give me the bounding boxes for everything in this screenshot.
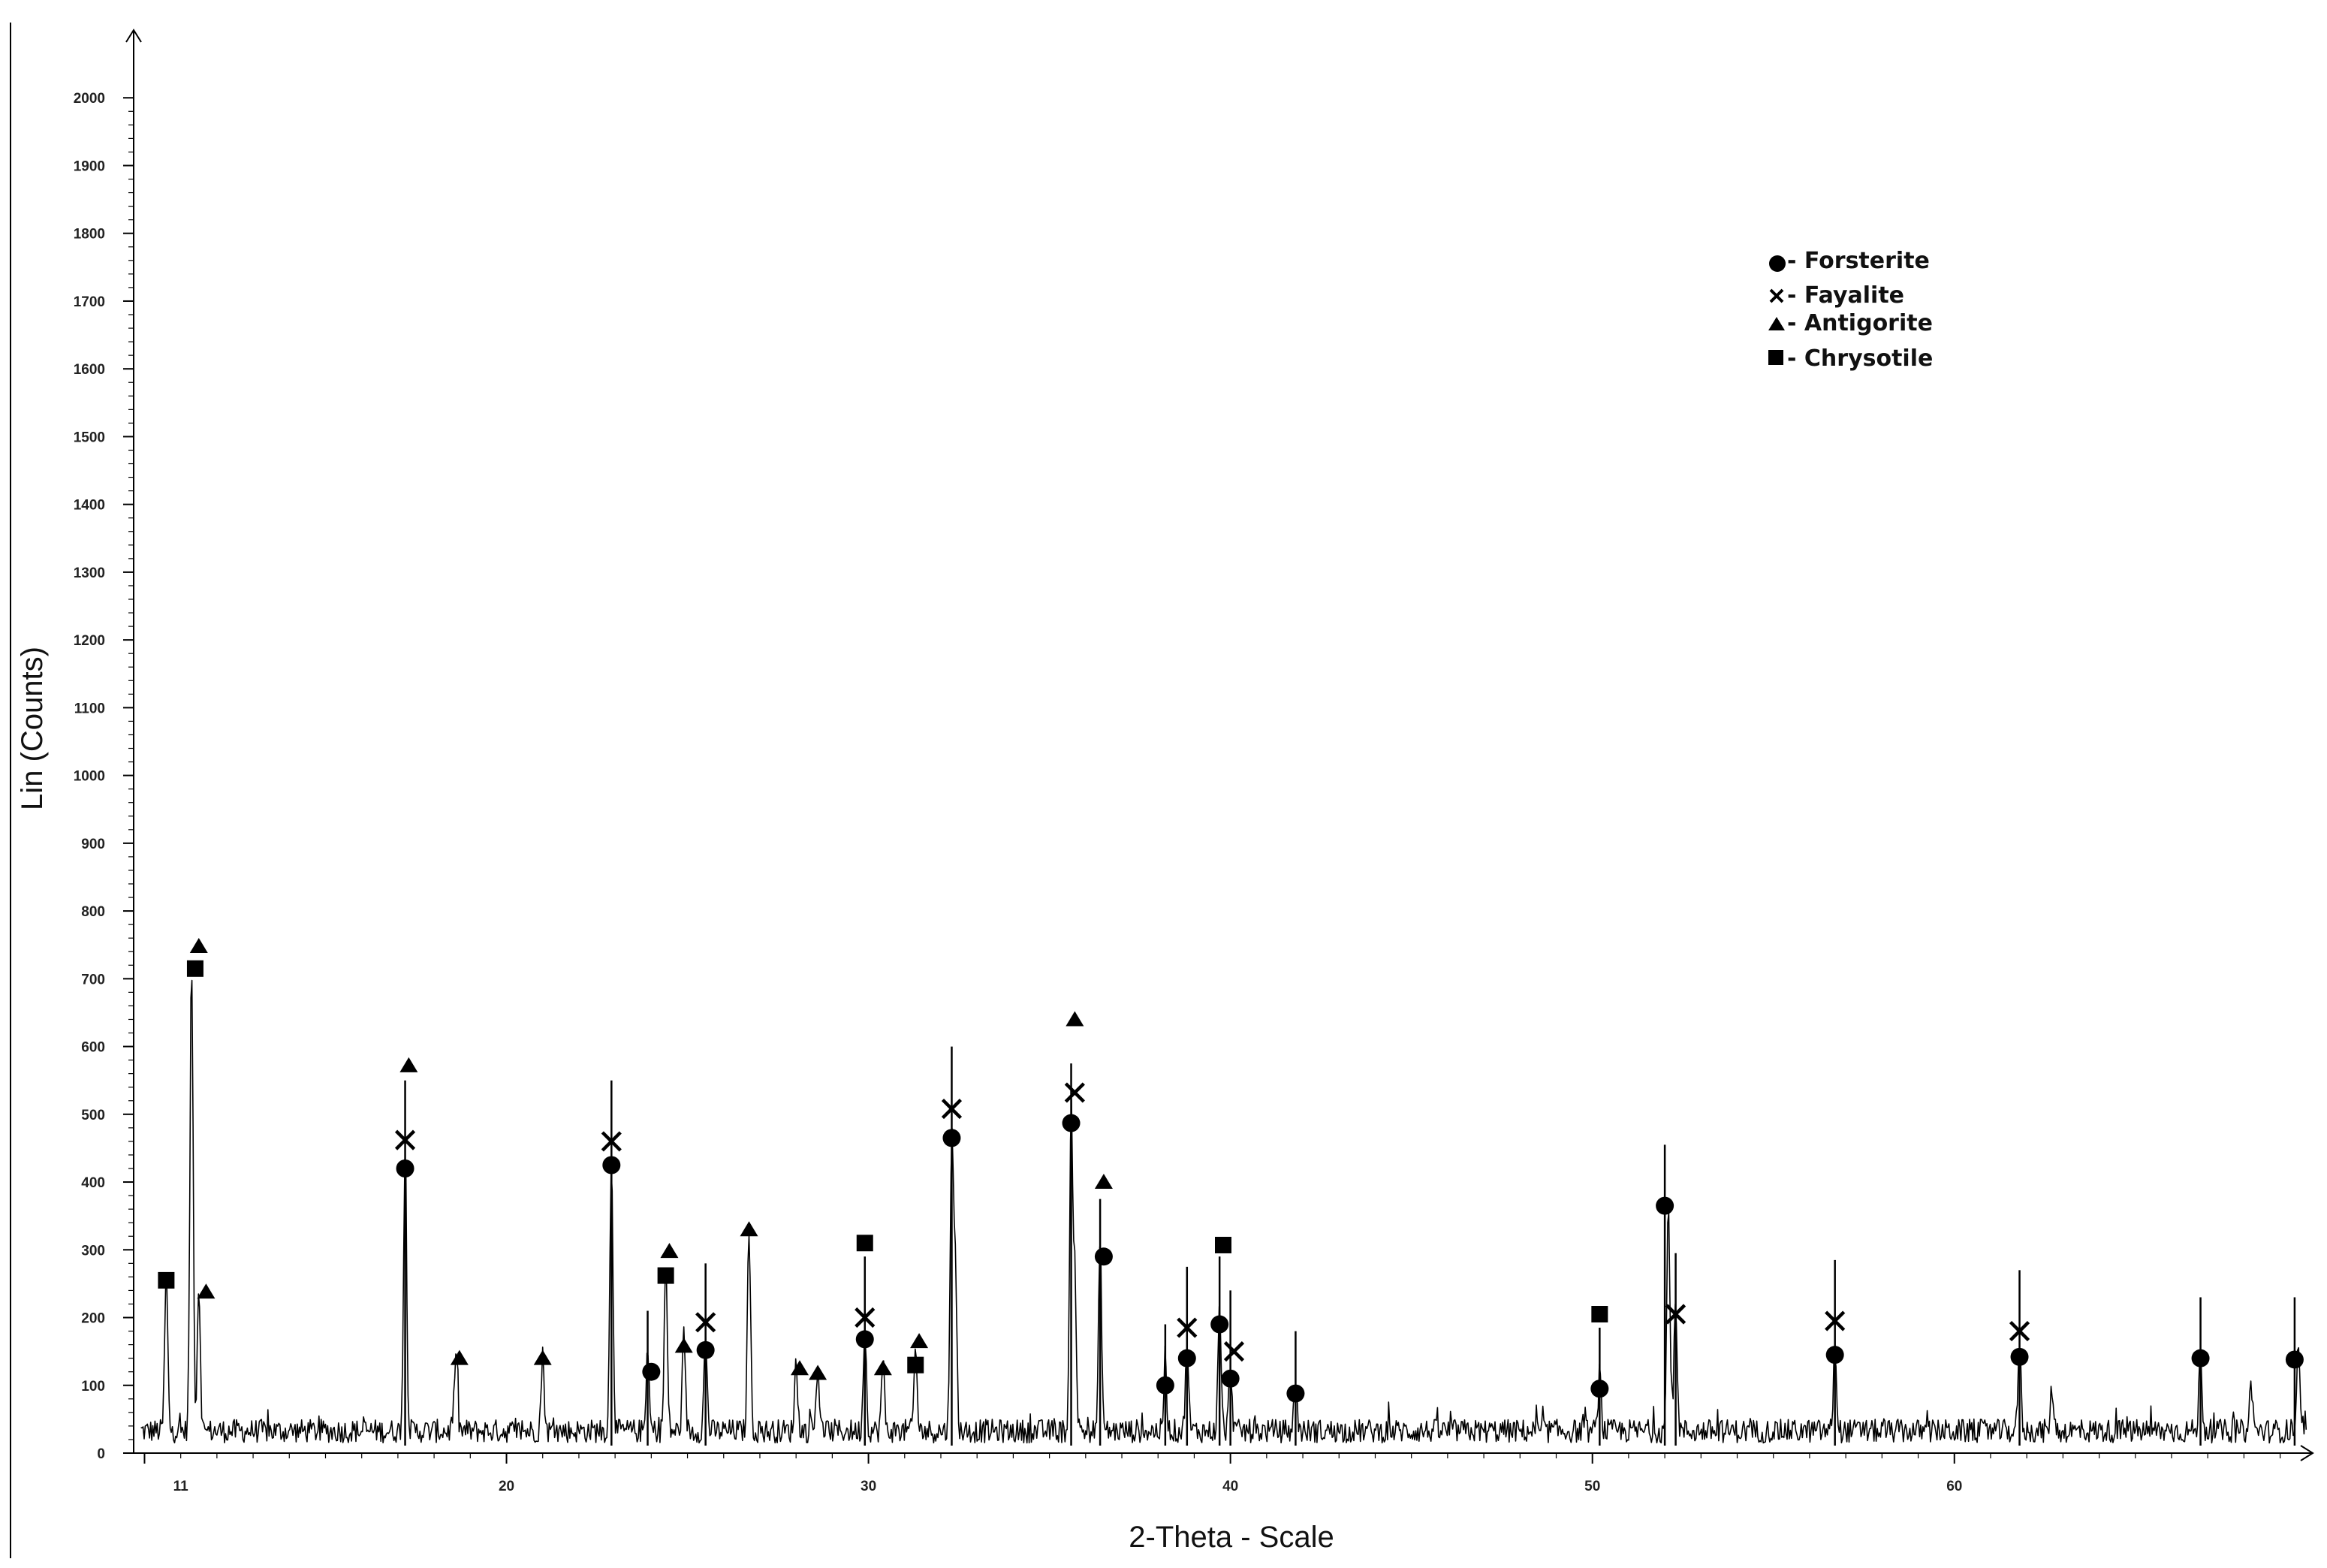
- forsterite-marker: [942, 1129, 961, 1147]
- chrysotile-marker: [186, 960, 203, 977]
- fayalite-marker: [1825, 1310, 1846, 1331]
- x-tick-label: 40: [1222, 1479, 1238, 1494]
- chrysotile-marker: [657, 1267, 674, 1284]
- legend-circle-symbol: [1769, 255, 1786, 272]
- fayalite-marker: [1223, 1341, 1245, 1362]
- chrysotile-marker: [158, 1271, 175, 1289]
- forsterite-marker: [696, 1340, 715, 1359]
- forsterite-marker: [855, 1330, 874, 1349]
- legend-square-symbol: [1768, 350, 1783, 365]
- y-tick-label: 1500: [74, 430, 105, 445]
- chrysotile-marker: [856, 1235, 873, 1252]
- forsterite-marker: [2010, 1347, 2029, 1366]
- antigorite-marker: [533, 1349, 552, 1365]
- legend-triangle-symbol: [1768, 317, 1785, 330]
- fayalite-marker: [941, 1098, 963, 1120]
- x-tick-label: 20: [499, 1479, 514, 1494]
- fayalite-marker: [1177, 1317, 1198, 1338]
- y-tick-label: 1200: [74, 633, 105, 649]
- y-tick-label: 1300: [74, 565, 105, 581]
- diffraction-trace-line: [140, 979, 2307, 1444]
- antigorite-marker: [809, 1364, 827, 1380]
- chrysotile-marker: [1215, 1236, 1231, 1253]
- y-tick-label: 700: [81, 972, 105, 988]
- forsterite-marker: [1656, 1196, 1674, 1215]
- antigorite-marker: [790, 1360, 809, 1376]
- y-tick-label: 1400: [74, 498, 105, 514]
- antigorite-marker: [1094, 1174, 1113, 1190]
- antigorite-marker: [450, 1349, 469, 1365]
- y-tick-label: 1700: [74, 294, 105, 310]
- legend-label-antigorite: - Antigorite: [1787, 310, 1933, 336]
- diffraction-trace: [140, 979, 2307, 1444]
- legend-cross-symbol: [1769, 288, 1784, 303]
- fayalite-marker: [1665, 1304, 1686, 1325]
- forsterite-marker: [1156, 1376, 1174, 1395]
- forsterite-marker: [1221, 1369, 1240, 1388]
- antigorite-marker: [873, 1360, 892, 1376]
- x-tick-label: 30: [861, 1479, 876, 1494]
- antigorite-marker: [660, 1243, 679, 1259]
- x-tick-label: 50: [1584, 1479, 1600, 1494]
- forsterite-marker: [1177, 1349, 1196, 1367]
- antigorite-marker: [674, 1337, 693, 1353]
- y-tick-label: 200: [81, 1311, 105, 1327]
- legend: - Forsterite - Fayalite - Antigorite - C…: [1768, 248, 1933, 372]
- legend-label-fayalite: - Fayalite: [1787, 282, 1904, 309]
- x-tick-label: 60: [1946, 1479, 1962, 1494]
- antigorite-marker: [910, 1333, 929, 1349]
- antigorite-marker: [197, 1283, 216, 1299]
- antigorite-marker: [189, 938, 208, 954]
- y-tick-label: 1900: [74, 158, 105, 174]
- x-axis-arrow: [2300, 1445, 2314, 1461]
- forsterite-marker: [2285, 1350, 2304, 1369]
- y-tick-label: 1000: [74, 769, 105, 785]
- y-axis-arrow: [125, 29, 142, 43]
- chrysotile-marker: [1591, 1306, 1608, 1323]
- y-tick-label: 500: [81, 1108, 105, 1123]
- forsterite-marker: [1094, 1247, 1113, 1266]
- forsterite-marker: [1825, 1346, 1844, 1364]
- y-tick-label: 0: [97, 1446, 105, 1462]
- chrysotile-marker: [907, 1356, 924, 1374]
- y-tick-label: 800: [81, 904, 105, 920]
- forsterite-marker: [602, 1156, 621, 1174]
- forsterite-marker: [2191, 1349, 2210, 1367]
- fayalite-marker: [394, 1129, 416, 1150]
- x-tick-label: 11: [173, 1479, 189, 1494]
- antigorite-marker: [1066, 1011, 1084, 1027]
- fayalite-marker: [695, 1312, 716, 1333]
- fayalite-marker: [1064, 1082, 1085, 1103]
- legend-label-chrysotile: - Chrysotile: [1787, 345, 1933, 372]
- phase-markers: [158, 938, 2304, 1403]
- y-tick-label: 300: [81, 1243, 105, 1259]
- reference-lines: [404, 1046, 2296, 1446]
- x-axis-title: 2-Theta - Scale: [1129, 1521, 1334, 1554]
- axes: [125, 29, 2314, 1461]
- y-tick-label: 1600: [74, 362, 105, 378]
- y-tick-label: 2000: [74, 91, 105, 107]
- y-axis-title: Lin (Counts): [16, 647, 49, 810]
- y-tick-label: 400: [81, 1175, 105, 1191]
- forsterite-marker: [642, 1362, 661, 1381]
- axis-ticks: 0 100 200 300 400 500 600 700 800 900 1000 1100 1200…: [74, 91, 2281, 1494]
- y-tick-label: 100: [81, 1379, 105, 1395]
- fayalite-marker: [855, 1307, 876, 1328]
- forsterite-marker: [1062, 1114, 1081, 1132]
- forsterite-marker: [396, 1159, 414, 1178]
- antigorite-marker: [740, 1221, 758, 1237]
- y-tick-label: 1100: [74, 701, 105, 716]
- legend-label-forsterite: - Forsterite: [1787, 248, 1930, 274]
- forsterite-marker: [1590, 1380, 1609, 1398]
- fayalite-marker: [2009, 1320, 2030, 1342]
- fayalite-marker: [601, 1131, 622, 1152]
- antigorite-marker: [399, 1057, 418, 1072]
- forsterite-marker: [1286, 1384, 1305, 1403]
- forsterite-marker: [1210, 1315, 1229, 1334]
- y-tick-label: 600: [81, 1040, 105, 1056]
- y-tick-label: 900: [81, 837, 105, 852]
- y-tick-label: 1800: [74, 227, 105, 243]
